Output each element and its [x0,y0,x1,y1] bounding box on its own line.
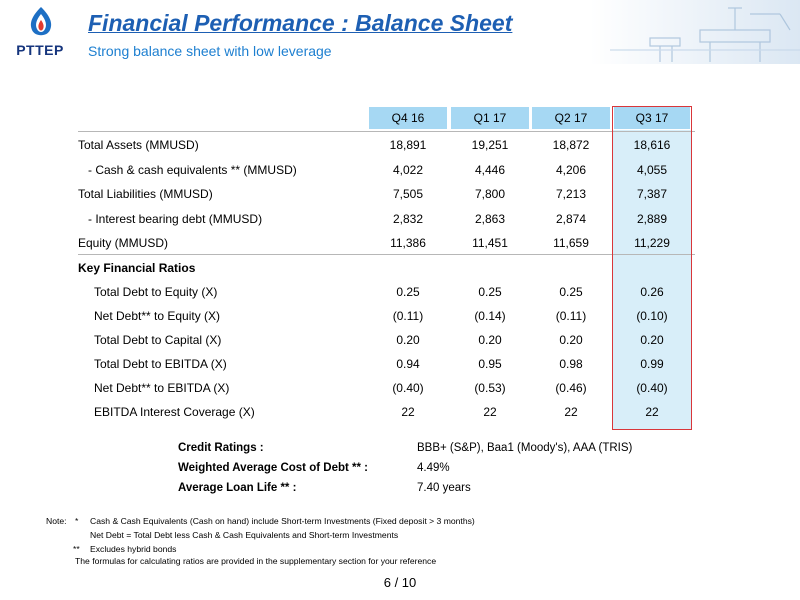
table-cell: 0.98 [559,357,583,371]
loan-life-value: 7.40 years [417,482,471,494]
row-label: Total Debt to EBITDA (X) [94,357,227,371]
table-cell: 22 [564,405,578,419]
table-cell: 7,505 [392,187,424,201]
row-label: Net Debt** to Equity (X) [94,309,221,323]
note-formula-text: The formulas for calculating ratios are … [75,556,437,566]
row-label: EBITDA Interest Coverage (X) [94,405,255,419]
table-cell: (0.40) [636,381,668,395]
table-cell: 18,872 [552,138,590,152]
table-cell: (0.46) [555,381,587,395]
table-cell: 18,616 [633,138,671,152]
note-star-mark: * [75,516,79,526]
page-title: Financial Performance : Balance Sheet [88,10,513,36]
loan-life-label: Average Loan Life ** : [178,482,297,494]
table-cell: 0.25 [396,285,420,299]
credit-ratings-value: BBB+ (S&P), Baa1 (Moody's), AAA (TRIS) [417,442,633,454]
note-cash-text: Cash & Cash Equivalents (Cash on hand) i… [90,516,475,526]
table-cell: 2,889 [636,212,668,226]
table-cell: 0.20 [640,333,664,347]
table-cell: 0.94 [396,357,420,371]
table-cell: 4,446 [474,163,506,177]
row-label: Equity (MMUSD) [78,236,169,250]
table-cell: 22 [483,405,497,419]
row-label: Total Liabilities (MMUSD) [78,187,213,201]
row-label: Total Assets (MMUSD) [78,138,199,152]
table-cell: (0.10) [636,309,668,323]
table-cell: (0.53) [474,381,506,395]
table-cell: 11,386 [390,236,426,250]
row-label: Total Debt to Capital (X) [94,333,222,347]
column-header: Q2 17 [531,106,611,130]
table-cell: 0.20 [478,333,502,347]
cost-of-debt-label: Weighted Average Cost of Debt ** : [178,462,368,474]
row-label: - Interest bearing debt (MMUSD) [88,212,263,226]
table-cell: 0.25 [478,285,502,299]
credit-ratings-label: Credit Ratings : [178,442,264,454]
page-subtitle: Strong balance sheet with low leverage [88,43,332,59]
table-cell: 0.26 [640,285,664,299]
table-cell: 18,891 [389,138,427,152]
row-label: - Cash & cash equivalents ** (MMUSD) [88,163,297,177]
table-cell: 19,251 [471,138,509,152]
table-cell: 0.25 [559,285,583,299]
note-net-debt-text: Net Debt = Total Debt less Cash & Cash E… [90,530,399,540]
table-cell: 2,832 [392,212,424,226]
table-cell: 0.20 [396,333,420,347]
table-cell: 0.99 [640,357,664,371]
note-hybrid-text: Excludes hybrid bonds [90,544,177,554]
ratios-heading: Key Financial Ratios [78,261,196,275]
table-cell: 22 [401,405,415,419]
logo-text: PTTEP [16,42,64,58]
row-divider [78,131,695,132]
table-cell: (0.14) [474,309,506,323]
note-prefix: Note: [46,516,67,526]
table-cell: 11,451 [472,236,508,250]
table-cell: 11,659 [553,236,589,250]
table-cell: 4,055 [636,163,668,177]
table-cell: (0.11) [392,309,424,323]
table-cell: 2,874 [555,212,587,226]
q3-highlight-fill [612,130,692,430]
table-cell: 0.95 [478,357,502,371]
table-cell: 7,213 [555,187,587,201]
column-header: Q3 17 [613,106,691,130]
pttep-logo: PTTEP [6,6,74,62]
table-cell: 4,206 [555,163,587,177]
column-header: Q1 17 [450,106,530,130]
table-cell: 7,387 [636,187,668,201]
page-number: 6 / 10 [383,575,417,590]
offshore-platform-graphic [590,0,800,64]
table-cell: 7,800 [474,187,506,201]
row-divider [78,254,695,255]
row-label: Net Debt** to EBITDA (X) [94,381,230,395]
table-cell: 22 [645,405,659,419]
table-cell: 2,863 [474,212,506,226]
column-header: Q4 16 [368,106,448,130]
table-cell: 4,022 [392,163,424,177]
table-cell: 0.20 [559,333,583,347]
row-label: Total Debt to Equity (X) [94,285,218,299]
table-cell: (0.11) [555,309,587,323]
note-double-star-mark: ** [73,544,80,554]
table-cell: (0.40) [392,381,424,395]
q3-highlight-border [612,106,692,430]
cost-of-debt-value: 4.49% [417,462,450,474]
flame-icon [30,7,52,36]
table-cell: 11,229 [634,236,670,250]
